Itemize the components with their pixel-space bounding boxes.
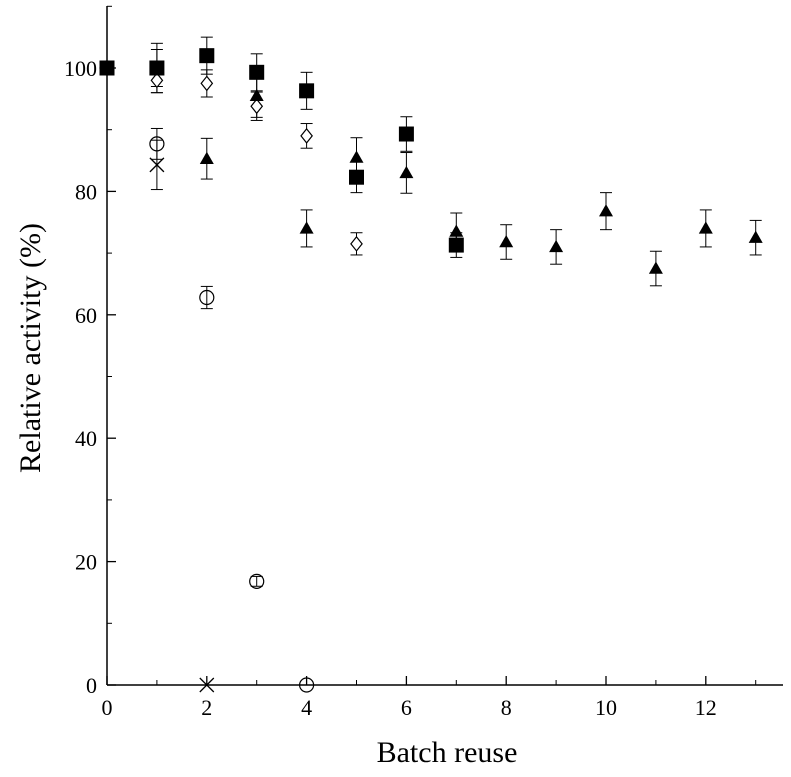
triangle-point [599, 204, 613, 217]
axes: 0 2 4 6 8 10 12 0 20 40 60 80 100 [64, 5, 783, 720]
cross-stroke [149, 157, 165, 173]
x-tick-label: 4 [301, 695, 312, 720]
square-point [199, 48, 215, 64]
data-marks [99, 36, 763, 693]
error-bar [200, 285, 213, 310]
y-tick-label: 100 [64, 56, 97, 81]
circle-point [249, 573, 265, 589]
y-axis-title: Relative activity (%) [14, 223, 47, 473]
square-point [299, 83, 315, 99]
cross-point [199, 677, 215, 693]
triangle-point [698, 221, 713, 234]
triangle-point [399, 165, 414, 179]
circle-point [149, 136, 165, 152]
triangle-point [299, 221, 314, 234]
x-tick-label: 8 [501, 695, 512, 720]
square-point [149, 60, 165, 76]
triangle-point [199, 151, 214, 164]
square-point [448, 237, 464, 253]
diamond-point [200, 75, 214, 92]
x-tick-label: 2 [201, 695, 212, 720]
x-tick-label: 0 [102, 695, 113, 720]
x-tick-label: 6 [401, 695, 412, 720]
triangle-point [349, 150, 364, 163]
diamond-point [350, 235, 363, 252]
error-bar [150, 127, 163, 160]
error-bar [250, 575, 263, 587]
x-axis-title: Batch reuse [377, 736, 518, 769]
diamond-point [250, 98, 264, 115]
x-tick-label: 12 [695, 695, 717, 720]
y-tick-label: 0 [86, 673, 97, 698]
circle-point [299, 677, 315, 693]
x-tick-label: 10 [595, 695, 617, 720]
cross-point [149, 157, 165, 173]
diamond-point [300, 127, 313, 144]
triangle-point [449, 224, 464, 237]
circle-point [199, 289, 215, 306]
square-point [99, 60, 115, 76]
square-point [398, 126, 414, 142]
triangle-point [748, 230, 763, 243]
diamond-point [150, 72, 164, 89]
y-tick-label: 80 [75, 179, 97, 204]
triangle-point [499, 234, 514, 248]
triangle-point [549, 239, 564, 253]
y-tick-label: 20 [75, 550, 97, 575]
y-tick-label: 40 [75, 426, 97, 451]
triangle-point [648, 261, 663, 274]
y-tick-label: 60 [75, 303, 97, 328]
triangle-point [249, 88, 264, 102]
square-point [249, 64, 265, 80]
square-point [349, 169, 364, 185]
cross-stroke [199, 677, 215, 693]
